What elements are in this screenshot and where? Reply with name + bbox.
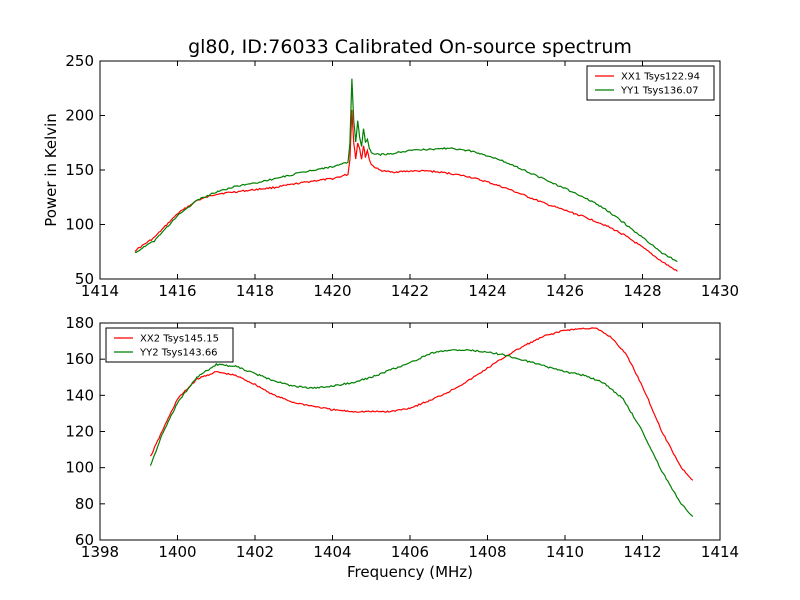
y-tick-label: 200 [65,107,94,125]
legend-box [586,65,715,101]
y-tick-label: 80 [75,495,94,513]
x-tick-label: 1420 [313,282,351,300]
x-tick-label: 1418 [236,282,274,300]
legend-entry: XX1 Tsys122.94 [621,72,700,83]
y-tick-label: 140 [65,386,94,404]
x-axis-label: Frequency (MHz) [347,563,473,581]
x-tick-label: 1402 [236,543,274,561]
y-tick-label: 100 [65,216,94,234]
y-tick-label: 50 [75,270,94,288]
y-tick-label: 100 [65,459,94,477]
x-tick-label: 1404 [313,543,351,561]
x-tick-label: 1414 [81,282,119,300]
legend-box [105,327,234,363]
x-tick-label: 1412 [623,543,661,561]
series-line-red [134,109,678,272]
x-tick-label: 1426 [546,282,584,300]
series-line-green [149,348,694,517]
x-tick-label: 1422 [391,282,429,300]
x-tick-label: 1414 [701,543,739,561]
series-line-red [149,327,694,481]
x-tick-label: 1416 [158,282,196,300]
x-tick-label: 1424 [468,282,506,300]
y-tick-label: 120 [65,423,94,441]
x-tick-label: 1408 [468,543,506,561]
x-tick-label: 1398 [81,543,119,561]
x-tick-label: 1406 [391,543,429,561]
x-tick-label: 1430 [701,282,739,300]
x-tick-label: 1428 [623,282,661,300]
series-line-green [134,78,678,263]
upper-panel: 1414 1416 1418 1420 1422 1424 1426 1428 1430 50 10… [42,52,739,300]
y-tick-label: 60 [75,531,94,549]
legend-entry: XX2 Tsys145.15 [140,334,219,345]
x-tick-label: 1400 [158,543,196,561]
legend-entry: YY2 Tsys143.66 [139,348,218,359]
y-tick-label: 250 [65,52,94,70]
y-tick-label: 180 [65,314,94,332]
y-axis-label: Power in Kelvin [42,113,60,227]
legend: XX1 Tsys122.94 YY1 Tsys136.07 [586,65,715,101]
y-tick-label: 160 [65,350,94,368]
legend: XX2 Tsys145.15 YY2 Tsys143.66 [105,327,234,363]
y-tick-label: 150 [65,161,94,179]
lower-panel: 1398 1400 1402 1404 1406 1408 1410 1412 1414 60 80… [65,314,739,581]
legend-entry: YY1 Tsys136.07 [620,86,699,97]
figure-title: gl80, ID:76033 Calibrated On-source spec… [188,36,632,58]
x-tick-label: 1410 [546,543,584,561]
